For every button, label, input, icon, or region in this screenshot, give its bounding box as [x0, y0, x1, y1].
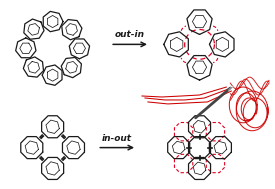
- Polygon shape: [187, 10, 212, 34]
- Polygon shape: [209, 137, 231, 159]
- Polygon shape: [24, 19, 44, 39]
- Polygon shape: [164, 32, 188, 57]
- Text: in-out: in-out: [102, 134, 132, 143]
- Polygon shape: [61, 57, 81, 78]
- Text: out-in: out-in: [115, 30, 145, 40]
- Polygon shape: [69, 39, 90, 59]
- Polygon shape: [16, 38, 36, 58]
- Polygon shape: [43, 11, 63, 32]
- Polygon shape: [23, 57, 43, 77]
- Polygon shape: [62, 137, 84, 159]
- Polygon shape: [210, 32, 234, 57]
- Polygon shape: [62, 19, 82, 40]
- Polygon shape: [21, 137, 43, 159]
- Polygon shape: [42, 65, 62, 85]
- Polygon shape: [168, 137, 190, 159]
- Polygon shape: [189, 137, 211, 159]
- Polygon shape: [187, 56, 212, 80]
- Polygon shape: [189, 116, 211, 138]
- Polygon shape: [189, 157, 211, 180]
- Polygon shape: [42, 116, 64, 138]
- Polygon shape: [42, 157, 64, 180]
